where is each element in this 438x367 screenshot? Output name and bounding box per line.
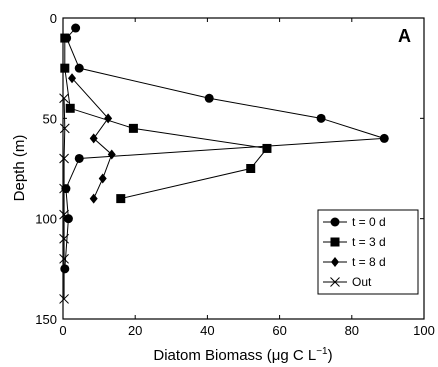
legend-item: t = 8 d	[323, 255, 386, 269]
data-point	[59, 93, 69, 104]
y-axis-label: Depth (m)	[11, 135, 28, 202]
x-tick-label: 100	[413, 323, 435, 338]
data-point	[59, 233, 69, 244]
data-point	[74, 63, 84, 73]
y-tick-label: 50	[43, 111, 57, 126]
data-point	[61, 184, 71, 194]
series-line	[64, 27, 385, 269]
legend-marker-stroke	[330, 277, 340, 287]
x-tick-label: 40	[200, 323, 214, 338]
data-point	[262, 143, 272, 153]
series-3	[68, 73, 116, 204]
data-point	[246, 164, 256, 173]
data-point	[71, 23, 81, 33]
legend-marker	[330, 237, 340, 247]
data-point	[60, 264, 70, 274]
data-point	[204, 93, 214, 103]
data-point-stroke	[59, 93, 69, 104]
y-tick-label: 100	[35, 212, 57, 227]
data-point	[59, 153, 69, 164]
data-point	[104, 113, 113, 124]
data-point	[89, 133, 98, 144]
data-point	[60, 33, 70, 43]
legend-marker	[331, 257, 339, 267]
data-point-stroke	[59, 294, 69, 304]
legend-label: t = 0 d	[352, 215, 386, 229]
data-point	[379, 133, 389, 143]
data-point	[74, 153, 84, 163]
series-layer	[59, 23, 389, 304]
x-tick-label: 0	[59, 323, 66, 338]
data-point-stroke	[59, 183, 69, 194]
legend-item: t = 3 d	[323, 235, 386, 249]
legend-label: Out	[352, 275, 372, 289]
data-point	[316, 113, 326, 123]
x-tick-label: 60	[272, 323, 286, 338]
data-point	[107, 149, 116, 160]
data-point-stroke	[59, 233, 69, 244]
data-point	[59, 123, 70, 134]
data-point-stroke	[59, 209, 69, 220]
data-point	[89, 193, 98, 204]
data-point-stroke	[59, 153, 69, 164]
legend-label: t = 8 d	[352, 255, 386, 269]
x-tick-label: 20	[128, 323, 142, 338]
data-point	[68, 73, 77, 84]
legend-item: Out	[323, 275, 372, 289]
panel-label: A	[398, 26, 411, 46]
y-tick-label: 150	[35, 312, 57, 327]
data-point	[116, 194, 126, 204]
series-line	[71, 77, 113, 199]
data-point	[59, 183, 69, 194]
data-point	[60, 63, 70, 73]
data-point	[65, 103, 75, 113]
legend-label: t = 3 d	[352, 235, 386, 249]
legend-marker	[330, 277, 340, 287]
y-tick-label: 0	[50, 11, 57, 26]
legend: t = 0 d t = 3 d t = 8 d Out	[317, 209, 419, 295]
series-4	[59, 93, 70, 304]
ticks: 0 20 40 60 80 100 0 50 100 150	[35, 11, 435, 338]
data-point	[59, 209, 69, 220]
legend-item: t = 0 d	[323, 215, 386, 229]
data-point	[128, 123, 138, 133]
series-line	[63, 98, 66, 299]
x-axis-label: Diatom Biomass (μg C L−1)	[153, 346, 332, 364]
legend-marker	[330, 217, 340, 227]
data-point-stroke	[59, 123, 70, 134]
data-point	[59, 294, 69, 304]
data-point-stroke	[59, 253, 69, 264]
data-point	[59, 253, 69, 264]
data-point	[98, 173, 107, 184]
x-tick-label: 80	[345, 323, 359, 338]
series-2	[60, 33, 272, 204]
